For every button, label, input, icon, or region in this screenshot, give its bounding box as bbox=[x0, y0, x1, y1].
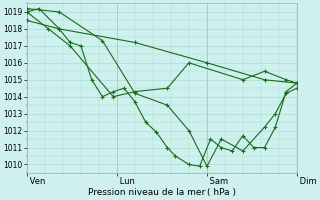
X-axis label: Pression niveau de la mer ( hPa ): Pression niveau de la mer ( hPa ) bbox=[88, 188, 236, 197]
